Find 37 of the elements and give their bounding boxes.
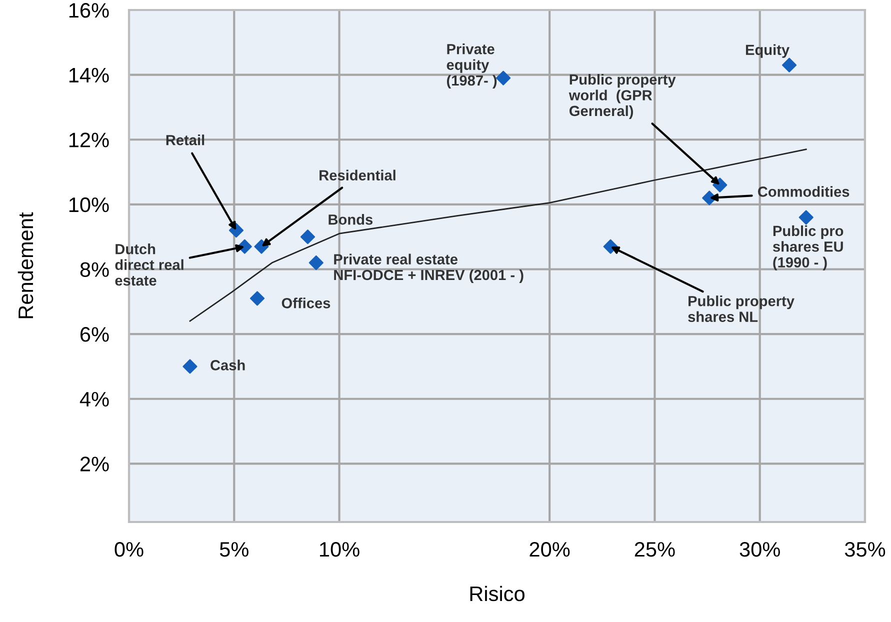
point — [182, 359, 198, 374]
y-tick-label: 8% — [80, 262, 109, 277]
annotation: Offices — [282, 298, 330, 308]
y-tick-label: 6% — [80, 327, 109, 342]
y-axis-title: Rendement — [18, 212, 34, 318]
x-tick-label: 10% — [320, 542, 360, 557]
annotation: Private real estate NFI-ODCE + INREV (2001 - ) — [334, 254, 524, 284]
y-tick-label: 10% — [69, 197, 109, 212]
x-tick-label: 35% — [844, 542, 886, 557]
point — [250, 291, 265, 306]
x-tick-label: 0% — [114, 542, 144, 557]
y-tick-label: 2% — [80, 456, 109, 472]
annotation: Private equity (1987- ) — [446, 44, 497, 89]
y-tick-label: 12% — [69, 132, 109, 148]
point — [308, 255, 324, 270]
annotation: Public pro shares EU (1990 - ) — [772, 225, 844, 270]
x-tick-label: 30% — [740, 542, 780, 557]
annotation: Commodities — [758, 186, 850, 197]
annotation: Retail — [166, 134, 204, 146]
annotation: Residential — [320, 170, 396, 180]
y-tick-label: 4% — [80, 392, 109, 407]
x-tick-label: 25% — [634, 542, 675, 557]
annotation: Public property shares NL — [688, 296, 794, 322]
point — [496, 70, 511, 86]
x-tick-label: 20% — [530, 542, 570, 557]
point — [300, 230, 316, 244]
x-axis-title: Risico — [470, 586, 524, 602]
point — [798, 210, 814, 225]
annotation: Dutch direct real estate — [115, 244, 184, 286]
annotation: Cash — [210, 360, 245, 370]
annotation: Public property world (GPR Gerneral) — [568, 74, 676, 119]
annotation: Equity — [746, 44, 790, 58]
y-tick-label: 16% — [69, 3, 109, 18]
y-tick-label: 14% — [69, 68, 109, 82]
annotation: Bonds — [328, 214, 373, 225]
point — [782, 58, 797, 72]
x-tick-label: 5% — [220, 542, 248, 557]
